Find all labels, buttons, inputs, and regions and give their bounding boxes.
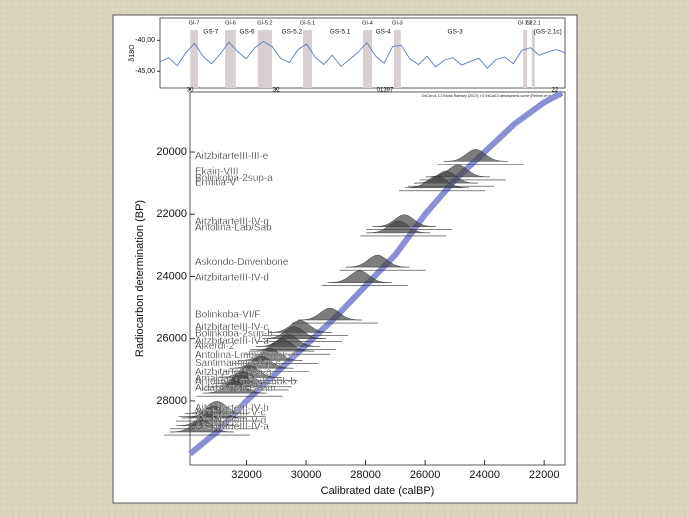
probability-distribution [327, 270, 392, 283]
y-tick-label: 28000 [156, 395, 187, 407]
stadial-label: GS-5.2 [282, 29, 303, 36]
probability-distribution [217, 365, 282, 378]
sample-label: AitzbitarteIII-IV-c [195, 322, 268, 333]
probability-distribution [404, 175, 470, 189]
interstadial-band [303, 30, 313, 88]
sample-label: Antolina-Lmbk/Smbk-b [195, 377, 297, 388]
probability-distribution [181, 405, 246, 419]
interstadial-band [257, 30, 273, 88]
interstadial-label: GI-5.2 [257, 20, 272, 26]
interstadial-band [190, 30, 198, 88]
isotope-line [159, 40, 566, 69]
annotation: OxCal v4.3.2 Bronk Ramsey (2017); r:5 In… [422, 94, 561, 98]
sample-label: Aldatxarren-Beam [195, 383, 276, 394]
probability-distribution [256, 334, 321, 347]
axis-label: 22 [552, 88, 559, 94]
interstadial-label: GI 2.1 [526, 20, 541, 26]
stadial-label: GS-4 [376, 29, 392, 36]
x-tick-label: 30000 [291, 469, 322, 481]
probability-distribution [238, 348, 303, 361]
x-tick-label: 26000 [410, 469, 441, 481]
x-tick-label: 24000 [469, 469, 500, 481]
plot-frame [189, 91, 566, 466]
probability-distribution [413, 170, 478, 184]
stadial-label: GS-3 [448, 29, 464, 36]
calibration-chart: OxCal v4.3.2 Bronk Ramsey (2017); r:5 In… [134, 90, 566, 497]
probability-distribution [208, 374, 273, 388]
stadial-label: GS-7 [203, 29, 219, 36]
stadial-label: (GS-2.1c) [534, 29, 562, 36]
x-tick-label: 32000 [231, 469, 262, 481]
sample-label: Antolina-Lmbk/Smbk-a [195, 350, 297, 361]
y-tick-label: -40,00 [135, 37, 155, 44]
probability-distribution [372, 214, 437, 227]
y-axis-label: Radiocarbon determination (BP) [134, 200, 146, 357]
sample-label: Ermitia-V [195, 177, 236, 188]
sample-label: AitzbitarteIII-III-e [195, 151, 269, 162]
interstadial-label: GI-7 [189, 20, 200, 26]
interstadial-band [523, 30, 528, 88]
sample-label: AitzbitarteIII-IV-h [195, 403, 269, 414]
probability-distribution [229, 356, 294, 369]
sample-label: Amalda-VII-b [195, 373, 254, 384]
interstadial-label: GI-6 [225, 20, 236, 26]
probability-distribution [250, 338, 315, 352]
sample-label: AitzbitarteIII-IV-a [195, 422, 269, 433]
interstadial-band [362, 30, 372, 88]
interstadial-band [393, 30, 401, 88]
sample-label: Bolinkoba-2sup-b [195, 328, 273, 339]
sample-label: Bolinkoba-VI/F [195, 310, 261, 321]
probability-distribution [366, 220, 431, 234]
stadial-label: GS-6 [239, 29, 255, 36]
y-tick-label: 24000 [156, 270, 187, 282]
x-axis-label: Calibrated date (calBP) [321, 485, 435, 497]
interstadial-label: GI-3 [392, 20, 403, 26]
sample-label: AitzbitarteIII-IV-a [195, 336, 269, 347]
interstadial-label: GI-5.1 [300, 20, 315, 26]
interstadial-band [225, 30, 236, 88]
y-tick-label: 22000 [156, 208, 187, 220]
stadial-label: GS-5.1 [330, 29, 351, 36]
x-tick-label: 30 [187, 88, 194, 94]
sample-label: Ekain-VIII [195, 167, 238, 178]
sample-label: Askondo-Drivenbone [195, 257, 289, 268]
interstadial-band [531, 30, 535, 88]
x-tick-label: 22000 [529, 469, 560, 481]
sample-label: AitzbitarteIII-V-c [195, 408, 266, 419]
probability-distribution [443, 149, 508, 162]
probability-distribution [297, 307, 362, 321]
y-tick-label: -45,00 [135, 68, 155, 75]
interstadial-label: GI-4 [362, 20, 373, 26]
y-axis-label: δ18O [129, 44, 136, 62]
probability-distribution [175, 413, 240, 427]
x-tick-label: 28000 [350, 469, 381, 481]
probability-distribution [267, 320, 333, 333]
sample-label: Antolina-Lab/Sab [195, 223, 272, 234]
sample-label: AitzbitarteIII-IV-d [195, 272, 269, 283]
sample-label: AitzbitarteIII-IV-g [195, 216, 269, 227]
interstadial-label: GI 2.2 [518, 20, 533, 26]
probability-distribution [261, 326, 327, 339]
sample-label: Alkerdi-2 [195, 341, 235, 352]
axis-label: 01397 [377, 88, 394, 94]
sample-label: AitzbitarteIII-Va-a [195, 367, 272, 378]
x-tick-label: 32 [273, 88, 280, 94]
sample-label: Bolinkoba-2sup-a [195, 173, 273, 184]
isotope-chart: GI-7 GI-6 GI-5.2 GI-5.1 GI-4 GI-3 GI 2.2GI 2.1… [129, 17, 566, 94]
probability-distribution [202, 380, 267, 394]
y-tick-label: 20000 [156, 146, 187, 158]
probability-distribution [345, 254, 410, 268]
y-tick-label: 26000 [156, 333, 187, 345]
sample-label: Santimamine-Arp-c [195, 358, 281, 369]
sample-label: AitzbitarteIII-V-d [195, 415, 266, 426]
probability-distribution [169, 419, 234, 433]
